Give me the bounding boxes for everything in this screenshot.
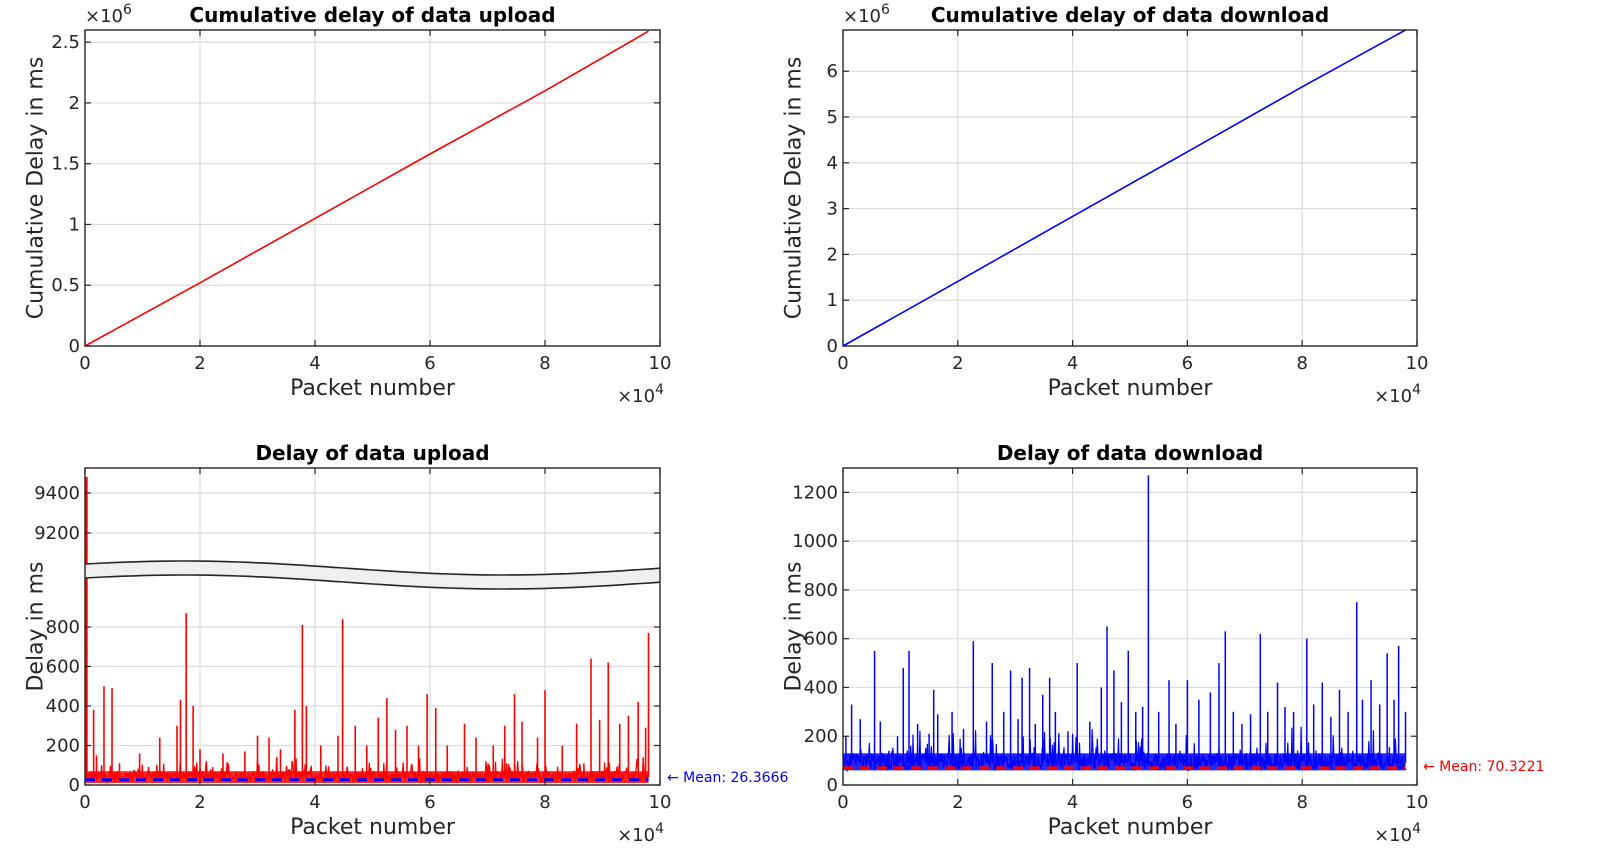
y-tick-label: 1000 <box>792 531 838 552</box>
x-tick-label: 8 <box>539 353 550 374</box>
y-tick-label: 400 <box>46 696 80 717</box>
x-tick-label: 4 <box>1067 353 1078 374</box>
y-tick-label: 0.5 <box>51 275 80 296</box>
x-tick-label: 2 <box>952 792 963 813</box>
plot-frame <box>842 467 1418 786</box>
chart-delay-upload: 0 2 4 6 8 10 0 200 400 600 800 9200 9400 Delay of da… <box>24 441 789 846</box>
chart-title: Cumulative delay of data download <box>931 3 1329 27</box>
y-tick-label: 9400 <box>34 483 80 504</box>
x-tick-label: 0 <box>79 792 90 813</box>
chart-cumulative-download: 0 2 4 6 8 10 0 1 2 3 4 5 6 Cumulative delay of data … <box>782 2 1429 407</box>
x-tick-label: 4 <box>309 792 320 813</box>
x-tick-label: 6 <box>1182 792 1193 813</box>
x-tick-label: 0 <box>837 792 848 813</box>
y-tick-label: 1.5 <box>51 154 80 175</box>
y-tick-label: 0 <box>69 775 80 796</box>
x-axis-label: Packet number <box>1048 376 1214 401</box>
axis-break-line <box>84 574 661 590</box>
x-tick-label: 4 <box>1067 792 1078 813</box>
chart-title: Delay of data download <box>997 441 1263 465</box>
chart-title: Delay of data upload <box>255 441 489 465</box>
x-multiplier: ×104 <box>1374 382 1421 407</box>
y-multiplier: ×106 <box>85 2 132 27</box>
y-tick-label: 2 <box>69 93 80 114</box>
series-line <box>84 30 649 347</box>
x-tick-label: 6 <box>1182 353 1193 374</box>
series-band <box>843 753 1406 771</box>
y-axis-label: Delay in ms <box>782 561 807 691</box>
x-tick-label: 8 <box>1296 792 1307 813</box>
x-tick-label: 6 <box>424 792 435 813</box>
y-tick-label: 0 <box>69 336 80 357</box>
y-tick-label: 400 <box>804 677 838 698</box>
x-tick-label: 4 <box>309 353 320 374</box>
x-axis-label: Packet number <box>290 376 456 401</box>
y-tick-label: 200 <box>46 736 80 757</box>
y-tick-label: 6 <box>827 61 838 82</box>
x-tick-label: 6 <box>424 353 435 374</box>
x-multiplier: ×104 <box>617 821 664 846</box>
y-tick-label: 0 <box>827 775 838 796</box>
y-tick-label: 2.5 <box>51 32 80 53</box>
y-axis-label: Cumulative Delay in ms <box>24 57 49 320</box>
y-tick-label: 1 <box>827 290 838 311</box>
plot-frame <box>842 29 1418 347</box>
y-axis-label: Cumulative Delay in ms <box>782 57 807 320</box>
y-tick-label: 9200 <box>34 523 80 544</box>
y-tick-label: 800 <box>804 580 838 601</box>
x-tick-label: 10 <box>1406 792 1429 813</box>
x-tick-label: 2 <box>194 792 205 813</box>
x-tick-label: 10 <box>649 792 672 813</box>
chart-title: Cumulative delay of data upload <box>189 3 555 27</box>
x-tick-label: 2 <box>194 353 205 374</box>
x-multiplier: ×104 <box>617 382 664 407</box>
y-tick-label: 600 <box>46 657 80 678</box>
y-tick-label: 5 <box>827 107 838 128</box>
y-tick-label: 800 <box>46 617 80 638</box>
x-tick-label: 10 <box>649 353 672 374</box>
chart-delay-download: 0 2 4 6 8 10 0 200 400 600 800 1000 1200 Delay of da… <box>782 441 1545 846</box>
mean-annotation: ← Mean: 70.3221 <box>1423 759 1544 775</box>
y-tick-label: 600 <box>804 629 838 650</box>
x-tick-label: 8 <box>1296 353 1307 374</box>
y-tick-label: 1 <box>69 214 80 235</box>
x-tick-label: 0 <box>79 353 90 374</box>
x-tick-label: 8 <box>539 792 550 813</box>
y-tick-label: 2 <box>827 244 838 265</box>
chart-cumulative-upload: 0 2 4 6 8 10 0 0.5 1 1.5 2 2.5 Cumulative delay of … <box>24 2 672 407</box>
y-multiplier: ×106 <box>843 2 890 27</box>
x-tick-label: 2 <box>952 353 963 374</box>
y-axis-label: Delay in ms <box>24 561 49 691</box>
x-multiplier: ×104 <box>1374 821 1421 846</box>
axis-break-line <box>84 560 661 576</box>
y-tick-label: 0 <box>827 336 838 357</box>
x-axis-label: Packet number <box>1048 815 1214 840</box>
axis-break-fill <box>85 561 660 589</box>
x-tick-label: 10 <box>1406 353 1429 374</box>
y-tick-label: 4 <box>827 153 838 174</box>
y-tick-label: 1200 <box>792 482 838 503</box>
mean-annotation: ← Mean: 26.3666 <box>667 770 788 786</box>
y-tick-label: 200 <box>804 726 838 747</box>
y-tick-label: 3 <box>827 199 838 220</box>
plot-frame <box>84 29 661 347</box>
series-line <box>842 29 1406 347</box>
x-tick-label: 0 <box>837 353 848 374</box>
x-axis-label: Packet number <box>290 815 456 840</box>
